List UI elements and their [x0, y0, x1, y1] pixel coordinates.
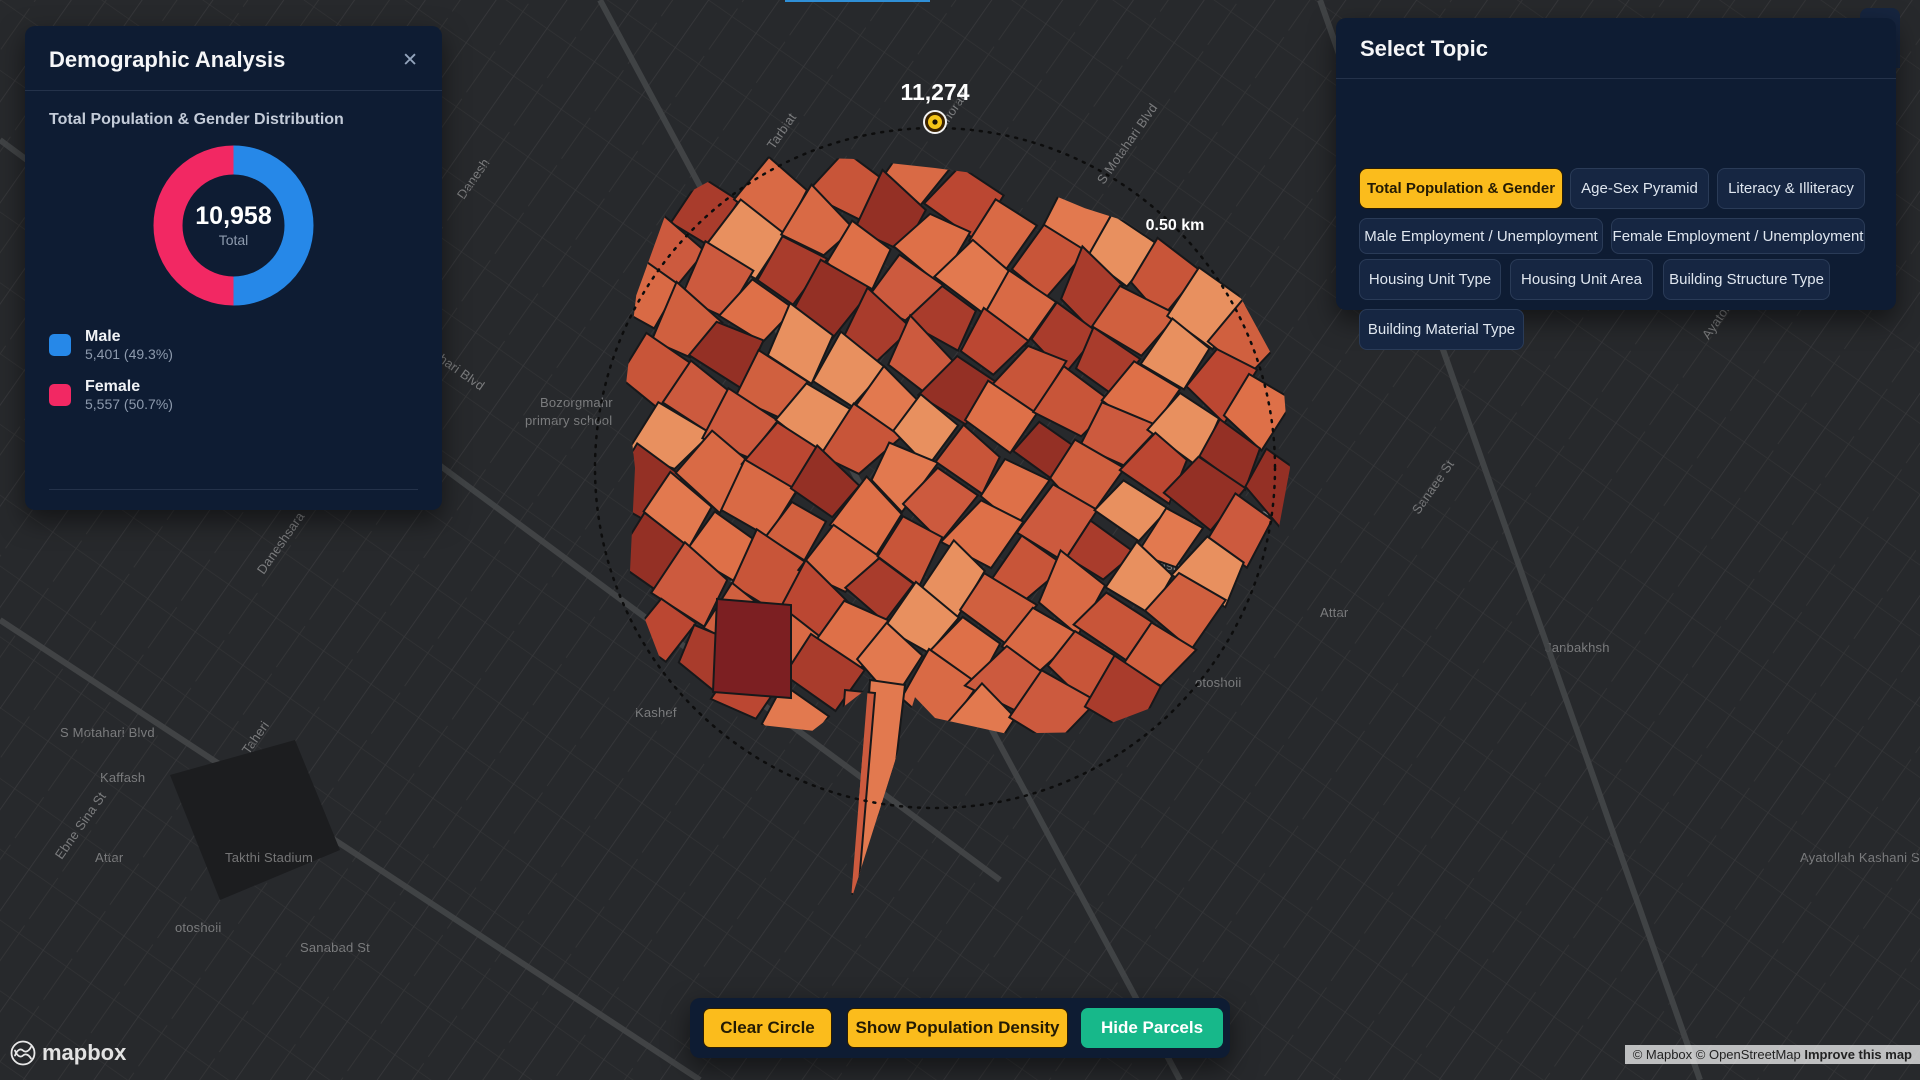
- svg-text:Total: Total: [219, 232, 249, 248]
- svg-text:11,274: 11,274: [900, 79, 969, 105]
- svg-text:10,958: 10,958: [195, 202, 272, 230]
- svg-text:0.50 km: 0.50 km: [1146, 217, 1205, 234]
